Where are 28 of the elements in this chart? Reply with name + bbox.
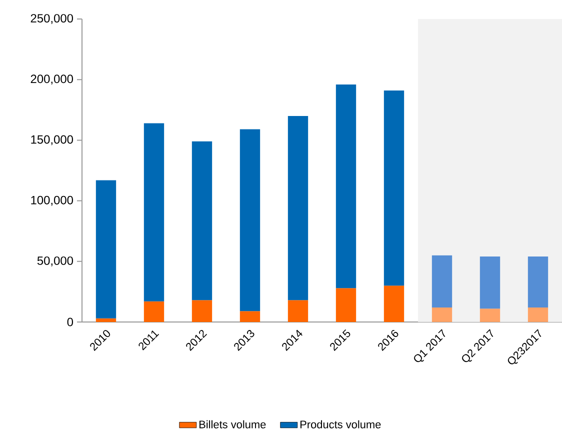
y-tick-label: 100,000 xyxy=(31,196,74,206)
bar xyxy=(528,256,548,308)
bar xyxy=(384,286,404,322)
bar xyxy=(288,300,308,322)
y-tick-label: 250,000 xyxy=(30,14,74,24)
y-tick-label: 0 xyxy=(67,318,74,326)
y-tick-label: 50,000 xyxy=(37,256,74,266)
bar xyxy=(96,318,116,322)
bar xyxy=(432,255,452,308)
bar xyxy=(144,301,164,322)
bar xyxy=(480,256,500,309)
legend-label: Billets volume xyxy=(199,420,266,428)
bar xyxy=(192,141,212,300)
bar xyxy=(192,300,212,322)
legend-label: Products volume xyxy=(300,420,381,428)
bar xyxy=(432,307,452,322)
bar xyxy=(528,307,548,322)
bar xyxy=(336,288,356,322)
bar xyxy=(240,311,260,322)
y-tick-label: 200,000 xyxy=(30,74,74,85)
bar xyxy=(288,116,308,300)
bar xyxy=(384,90,404,286)
bar xyxy=(480,308,500,322)
bar xyxy=(240,129,260,312)
y-tick-label: 150,000 xyxy=(31,135,74,146)
bar xyxy=(144,123,164,302)
bar xyxy=(336,84,356,288)
bar xyxy=(96,180,116,318)
